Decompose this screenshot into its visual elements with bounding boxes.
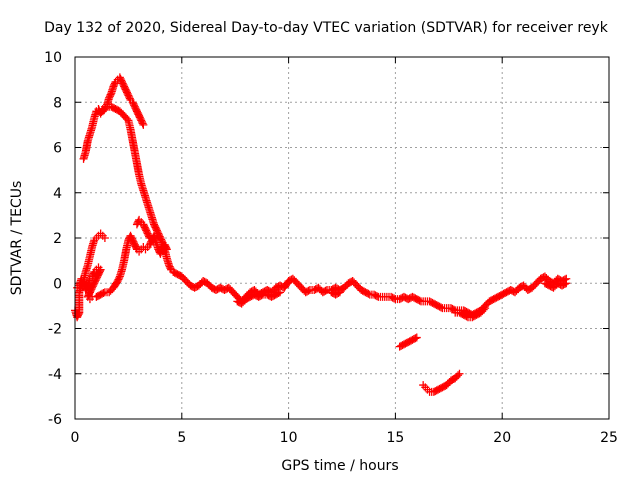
- data-point-main-band: [389, 294, 398, 303]
- data-point-early-cluster: [145, 232, 154, 241]
- data-point-lower-band: [562, 279, 571, 288]
- data-point-low-arc: [162, 245, 171, 254]
- data-point-isolated-segments: [454, 371, 463, 380]
- x-tick-label: 15: [386, 430, 404, 446]
- data-point-low-arc: [99, 289, 108, 298]
- data-point-lower-band: [481, 304, 490, 313]
- x-tick-label: 20: [493, 430, 511, 446]
- plot-frame: [74, 56, 610, 420]
- x-tick-label: 25: [600, 430, 618, 446]
- data-points: [71, 73, 571, 396]
- data-point-lower-band: [479, 305, 488, 314]
- data-point-high-arc: [139, 120, 148, 129]
- grid-lines: [75, 57, 609, 419]
- data-point-isolated-segments: [455, 369, 464, 378]
- data-point-main-band: [304, 286, 313, 295]
- data-point-mid-arc: [122, 114, 131, 123]
- x-axis-label: GPS time / hours: [281, 458, 398, 474]
- y-tick-label: 10: [44, 50, 62, 66]
- y-tick-label: 4: [53, 186, 62, 202]
- data-point-lower-band: [274, 289, 283, 298]
- data-point-low-arc: [100, 234, 109, 242]
- data-point-main-band: [415, 296, 424, 305]
- y-tick-label: -4: [48, 367, 62, 383]
- data-point-main-band: [372, 292, 381, 301]
- data-point-low-arc: [162, 243, 171, 252]
- data-point-main-band: [321, 286, 330, 295]
- data-point-early-cluster: [88, 292, 97, 301]
- data-point-high-arc: [138, 119, 147, 128]
- data-point-isolated-segments: [411, 334, 420, 343]
- data-point-mid-arc: [101, 104, 110, 113]
- data-point-lower-band: [335, 288, 344, 297]
- data-point-lower-band: [462, 312, 471, 321]
- x-tick-label: 10: [280, 430, 298, 446]
- data-point-early-cluster: [145, 234, 154, 242]
- x-tick-label: 0: [71, 430, 80, 446]
- data-point-lower-band: [334, 289, 343, 298]
- x-tick-label: 5: [177, 430, 186, 446]
- y-tick-label: -6: [48, 412, 62, 428]
- data-point-main-band: [436, 303, 445, 312]
- data-point-lower-band: [276, 288, 285, 297]
- data-point-isolated-segments: [412, 333, 421, 342]
- data-point-lower-band: [257, 291, 266, 300]
- data-point-main-band: [364, 289, 373, 298]
- y-tick-label: 0: [53, 276, 62, 292]
- data-point-lower-band: [560, 280, 569, 289]
- chart-title: Day 132 of 2020, Sidereal Day-to-day VTE…: [44, 20, 609, 36]
- y-tick-label: -2: [48, 322, 62, 338]
- y-tick-label: 6: [53, 141, 62, 157]
- data-point-early-cluster: [84, 291, 93, 300]
- axis-ticks: 0 5 10 15 20 25 -6 -4 -2 0 2 4 6 8 10: [44, 50, 618, 446]
- y-tick-label: 8: [53, 95, 62, 111]
- y-tick-label: 2: [53, 231, 62, 247]
- y-axis-label: SDTVAR / TECUs: [9, 181, 25, 296]
